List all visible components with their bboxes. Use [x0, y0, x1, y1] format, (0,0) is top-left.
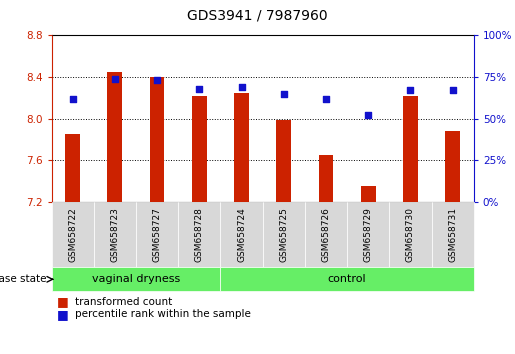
Point — [364, 113, 372, 118]
Bar — [65, 134, 80, 202]
Point — [195, 86, 203, 91]
Point — [68, 96, 77, 102]
Text: percentile rank within the sample: percentile rank within the sample — [75, 309, 251, 319]
Text: ■: ■ — [57, 308, 68, 321]
Bar — [150, 77, 164, 202]
Text: GSM658730: GSM658730 — [406, 207, 415, 262]
Point — [406, 87, 415, 93]
Text: ■: ■ — [57, 296, 68, 308]
Text: GSM658731: GSM658731 — [448, 207, 457, 262]
Text: GSM658729: GSM658729 — [364, 207, 373, 262]
Text: GSM658728: GSM658728 — [195, 207, 204, 262]
Bar — [445, 131, 460, 202]
Text: disease state: disease state — [0, 274, 46, 284]
Point — [153, 78, 161, 83]
Point — [322, 96, 330, 102]
Bar — [403, 96, 418, 202]
Text: GDS3941 / 7987960: GDS3941 / 7987960 — [187, 9, 328, 23]
Text: GSM658727: GSM658727 — [152, 207, 162, 262]
Text: vaginal dryness: vaginal dryness — [92, 274, 180, 284]
Text: GSM658726: GSM658726 — [321, 207, 331, 262]
Point — [237, 84, 246, 90]
Bar — [108, 72, 122, 202]
Bar — [192, 96, 207, 202]
Point — [449, 87, 457, 93]
Bar — [277, 120, 291, 202]
Text: GSM658723: GSM658723 — [110, 207, 119, 262]
Text: GSM658722: GSM658722 — [68, 207, 77, 262]
Text: GSM658725: GSM658725 — [279, 207, 288, 262]
Bar — [361, 186, 375, 202]
Bar — [319, 155, 333, 202]
Text: control: control — [328, 274, 366, 284]
Point — [280, 91, 288, 97]
Bar — [234, 93, 249, 202]
Text: GSM658724: GSM658724 — [237, 207, 246, 262]
Text: transformed count: transformed count — [75, 297, 172, 307]
Point — [111, 76, 119, 81]
